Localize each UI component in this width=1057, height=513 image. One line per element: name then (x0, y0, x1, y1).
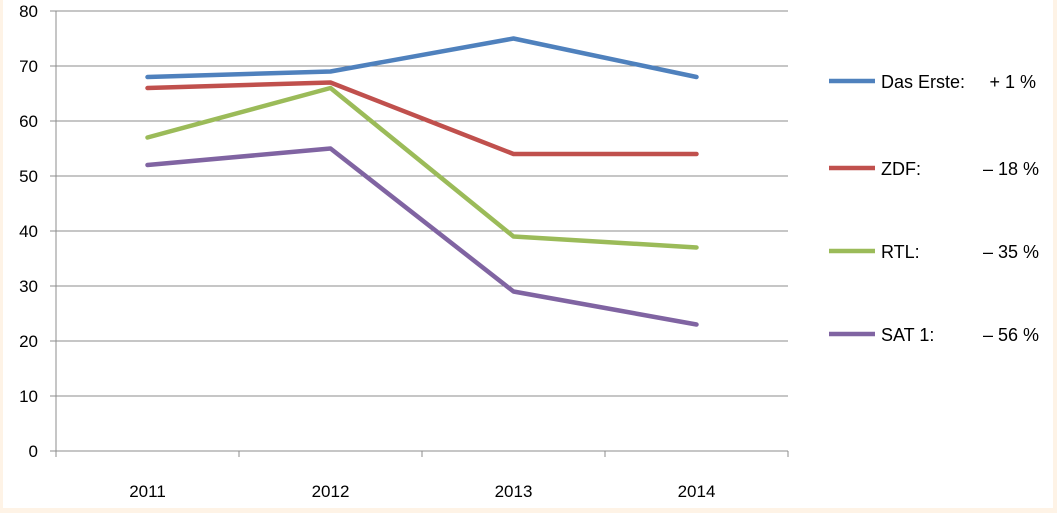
x-tick-label: 2012 (312, 482, 350, 501)
y-tick-label: 30 (19, 277, 38, 296)
legend-label: Das Erste: (881, 72, 965, 92)
y-tick-labels: 0 10 20 30 40 50 60 70 80 (19, 2, 38, 461)
y-tick-label: 20 (19, 332, 38, 351)
x-tick-labels: 2011 2012 2013 2014 (129, 482, 715, 501)
y-tick-label: 0 (29, 442, 38, 461)
x-tick-label: 2014 (678, 482, 716, 501)
legend-change-label: – 56 % (983, 325, 1039, 345)
legend-change-label: – 35 % (983, 242, 1039, 262)
legend-change-label: + 1 % (989, 72, 1036, 92)
legend-label: SAT 1: (881, 325, 934, 345)
y-tick-label: 80 (19, 2, 38, 21)
series-line-2 (148, 83, 697, 155)
series-lines (147, 38, 696, 324)
legend-label: RTL: (881, 242, 920, 262)
chart-area: 0 10 20 30 40 50 60 70 80 2011 2012 2013 2014 Das E… (3, 0, 1053, 508)
y-tick-label: 10 (19, 387, 38, 406)
line-chart: 0 10 20 30 40 50 60 70 80 2011 2012 2013 2014 Das E… (3, 0, 1053, 508)
y-tick-label: 60 (19, 112, 38, 131)
series-line-4 (148, 149, 697, 325)
legend: Das Erste: + 1 % ZDF: – 18 % RTL: – 35 % SAT 1… (829, 72, 1039, 345)
x-tick-label: 2013 (495, 482, 533, 501)
x-tick-label: 2011 (129, 482, 166, 501)
y-tick-label: 40 (19, 222, 38, 241)
legend-change-label: – 18 % (983, 159, 1039, 179)
y-tick-label: 70 (19, 57, 38, 76)
y-tick-label: 50 (19, 167, 38, 186)
legend-label: ZDF: (881, 159, 921, 179)
gridlines (56, 11, 788, 396)
series-line-1 (148, 39, 697, 78)
series-line-3 (148, 88, 697, 248)
